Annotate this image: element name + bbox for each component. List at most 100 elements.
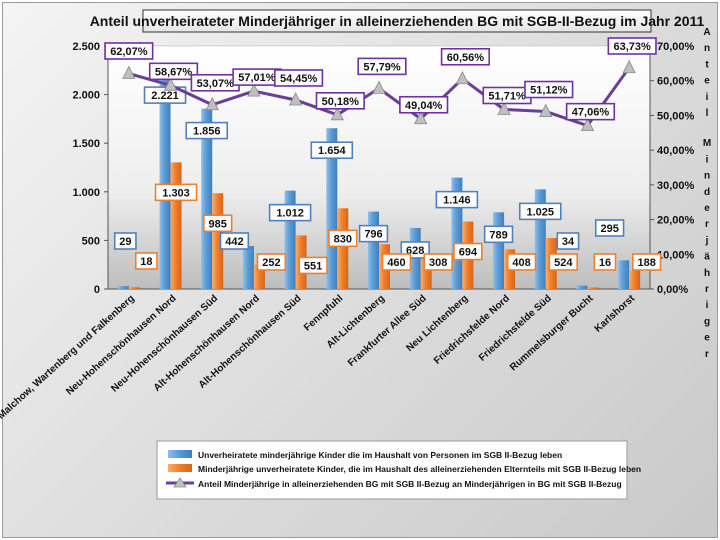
data-label-blue-box: [219, 232, 250, 250]
bar-unverheiratete-kinder: [618, 260, 630, 289]
data-label-orange-box: [134, 252, 158, 270]
bar-alleinerziehend-kinder: [420, 259, 432, 289]
y-left-tick-label: 2.000: [72, 90, 100, 102]
data-label-purple-text: 50,18%: [322, 96, 360, 108]
data-label-purple-text: 49,04%: [405, 100, 443, 112]
data-label-purple-text: 51,12%: [530, 85, 568, 97]
data-label-orange-box: [506, 253, 537, 271]
data-label-purple-text: 63,73%: [613, 41, 651, 53]
data-label-purple: 62,07%: [104, 42, 154, 60]
legend: Unverheiratete minderjährige Kinder die …: [156, 440, 641, 500]
data-label-blue-text: 295: [600, 223, 618, 235]
legend-marker: [173, 477, 187, 488]
data-label-orange-box: [328, 229, 358, 248]
data-label-blue-box: [268, 203, 312, 222]
data-label-orange-box: [154, 183, 198, 202]
data-label-orange-text: 252: [262, 257, 280, 269]
bar-unverheiratete-kinder: [576, 285, 588, 289]
bar-unverheiratete-kinder: [117, 286, 129, 289]
anteil-marker: [288, 92, 303, 106]
y-right-tick-label: 0,00%: [657, 284, 688, 296]
data-label-orange: 16: [593, 253, 617, 271]
bar-unverheiratete-kinder: [242, 246, 254, 289]
data-label-purple: 58,67%: [148, 62, 199, 81]
bar-alleinerziehend-kinder: [337, 208, 349, 289]
data-label-purple-text: 47,06%: [572, 107, 610, 119]
data-label-blue: 442: [219, 232, 250, 250]
data-label-blue-box: [143, 86, 187, 104]
data-label-orange-text: 308: [429, 257, 447, 269]
data-label-orange-text: 830: [334, 233, 352, 245]
y-right-axis-label-char: d: [704, 187, 710, 198]
data-label-orange-box: [631, 253, 662, 271]
x-category-label: Rummelsburger Bucht: [508, 293, 596, 374]
x-category-label: Friedrichsfelde Nord: [432, 293, 512, 367]
y-left-tick-label: 0: [94, 284, 100, 296]
legend-entry: Anteil Minderjährige in alleinerziehende…: [198, 479, 622, 489]
data-label-purple: 54,45%: [274, 69, 324, 87]
y-right-axis-label-char: l: [706, 108, 709, 119]
bar-unverheiratete-kinder: [534, 189, 546, 289]
data-label-blue-box: [185, 121, 229, 140]
data-label-purple: 63,73%: [607, 37, 657, 55]
data-label-blue-text: 1.012: [276, 208, 304, 220]
data-label-blue-text: 1.146: [443, 195, 471, 207]
y-right-axis-label-char: n: [704, 43, 710, 54]
data-label-orange: 252: [256, 253, 287, 271]
data-label-orange-box: [298, 256, 328, 275]
data-label-orange-box: [381, 253, 412, 271]
data-label-purple-text: 57,79%: [363, 61, 401, 73]
legend-swatch: [168, 450, 192, 458]
data-label-orange: 1.303: [154, 183, 198, 202]
bar-unverheiratete-kinder: [493, 212, 505, 289]
data-label-purple-box: [607, 37, 657, 55]
data-label-orange: 830: [328, 229, 358, 248]
anteil-marker: [163, 77, 178, 91]
anteil-marker: [455, 70, 470, 85]
data-label-orange-box: [593, 253, 617, 271]
data-label-orange-text: 985: [209, 218, 227, 230]
data-label-blue: 1.025: [518, 202, 562, 221]
bar-alleinerziehend-kinder: [170, 162, 182, 289]
data-label-blue: 1.012: [268, 203, 312, 222]
data-label-orange-box: [548, 253, 578, 271]
y-right-axis-label-char: i: [706, 154, 709, 165]
data-label-purple: 50,18%: [315, 92, 365, 110]
data-label-purple: 60,56%: [440, 47, 490, 66]
y-right-tick-label: 60,00%: [657, 76, 695, 88]
data-label-orange: 985: [203, 214, 233, 233]
data-label-blue-text: 796: [364, 229, 382, 241]
data-label-blue: 1.146: [435, 190, 479, 209]
data-label-orange: 18: [134, 252, 158, 270]
data-label-blue: 34: [556, 232, 580, 250]
x-category-label: Karlshorst: [593, 293, 638, 335]
bar-alleinerziehend-kinder: [253, 264, 265, 289]
y-right-axis-label-char: e: [704, 76, 710, 87]
bar-unverheiratete-kinder: [368, 211, 379, 289]
data-label-purple-text: 54,45%: [280, 73, 318, 85]
data-label-blue: 796: [358, 224, 389, 243]
legend-box: [156, 440, 628, 500]
x-category-label: Malchow, Wartenberg und Falkenberg: [0, 293, 137, 422]
data-label-purple-box: [274, 69, 324, 87]
data-label-purple: 53,07%: [190, 73, 240, 92]
anteil-marker: [414, 110, 428, 125]
data-label-blue: 789: [483, 225, 514, 244]
data-label-orange-box: [423, 253, 453, 271]
anteil-marker: [372, 80, 386, 94]
data-label-blue-text: 34: [562, 236, 575, 248]
data-label-orange: 188: [631, 253, 662, 271]
anteil-marker: [580, 117, 595, 132]
data-label-blue-text: 789: [489, 229, 507, 241]
data-label-blue-box: [556, 232, 580, 250]
bar-unverheiratete-kinder: [326, 128, 338, 289]
data-label-purple: 51,12%: [524, 80, 574, 99]
data-label-purple: 57,01%: [232, 68, 282, 86]
y-left-tick-label: 2.500: [72, 41, 100, 53]
data-label-purple-text: 62,07%: [110, 46, 148, 58]
data-label-purple-text: 60,56%: [447, 52, 485, 64]
data-label-purple-box: [104, 42, 154, 60]
y-right-axis-label-char: r: [705, 219, 709, 230]
